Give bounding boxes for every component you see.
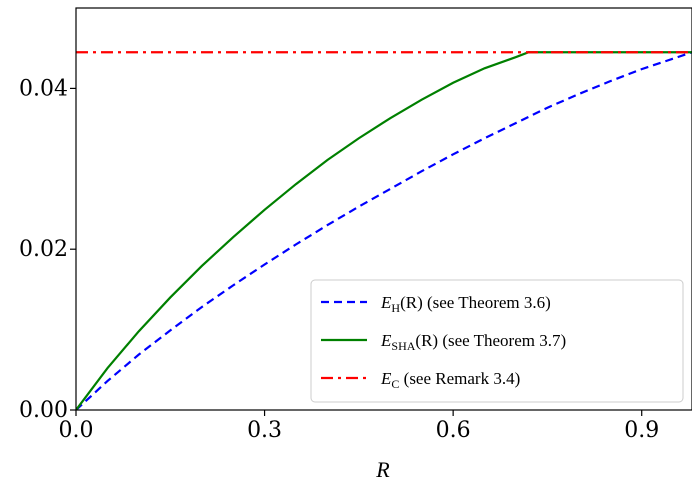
y-tick-label: 0.02 bbox=[19, 237, 68, 262]
legend-item-esha: ESHA(R) (see Theorem 3.7) bbox=[321, 331, 566, 353]
legend-label: ESHA(R) (see Theorem 3.7) bbox=[380, 331, 566, 353]
legend-label: EC (see Remark 3.4) bbox=[380, 369, 520, 391]
x-tick-label: 0.6 bbox=[436, 418, 471, 443]
x-tick-label: 0.3 bbox=[247, 418, 282, 443]
plot-frame bbox=[75, 7, 692, 411]
legend-item-ec: EC (see Remark 3.4) bbox=[321, 369, 520, 391]
series-line-eh bbox=[76, 51, 692, 410]
y-tick-label: 0.04 bbox=[19, 76, 68, 101]
x-axis: 0.0 0.3 0.6 0.9 bbox=[59, 410, 659, 443]
y-axis: 0.00 0.02 0.04 bbox=[19, 76, 76, 423]
legend-item-eh: EH(R) (see Theorem 3.6) bbox=[321, 293, 551, 315]
legend: EH(R) (see Theorem 3.6) ESHA(R) (see Theo… bbox=[310, 279, 684, 403]
x-tick-label: 0.9 bbox=[624, 418, 659, 443]
x-axis-label: R bbox=[375, 457, 390, 482]
legend-label: EH(R) (see Theorem 3.6) bbox=[380, 293, 551, 315]
x-tick-label: 0.0 bbox=[59, 418, 94, 443]
series-layer bbox=[76, 51, 692, 410]
legend-box bbox=[310, 279, 684, 403]
y-tick-label: 0.00 bbox=[19, 398, 68, 423]
plot-area bbox=[75, 7, 692, 411]
